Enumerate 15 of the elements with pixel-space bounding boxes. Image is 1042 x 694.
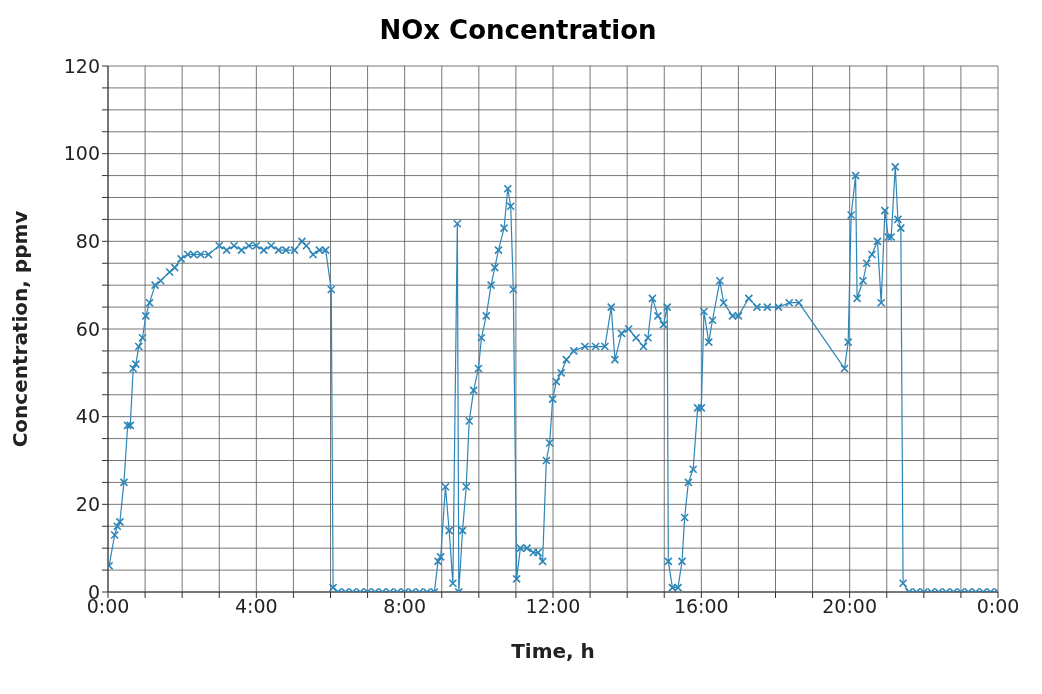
y-tick-label: 80 bbox=[75, 230, 100, 253]
x-tick-label: 0:00 bbox=[976, 595, 1020, 618]
y-axis-title: Concentration, ppmv bbox=[8, 210, 33, 448]
x-tick-label: 8:00 bbox=[383, 595, 426, 618]
x-tick-label: 12:00 bbox=[525, 595, 581, 618]
y-tick-label: 40 bbox=[75, 405, 100, 428]
y-tick-label: 60 bbox=[75, 317, 100, 340]
y-tick-label: 120 bbox=[63, 54, 100, 77]
x-axis-title: Time, h bbox=[511, 639, 595, 663]
chart-title: NOx Concentration bbox=[378, 14, 658, 47]
x-tick-label: 20:00 bbox=[822, 595, 878, 618]
x-tick-label: 4:00 bbox=[235, 595, 278, 618]
y-tick-label: 20 bbox=[75, 493, 100, 516]
y-tick-label: 100 bbox=[63, 142, 100, 165]
x-tick-label: 16:00 bbox=[673, 595, 729, 618]
